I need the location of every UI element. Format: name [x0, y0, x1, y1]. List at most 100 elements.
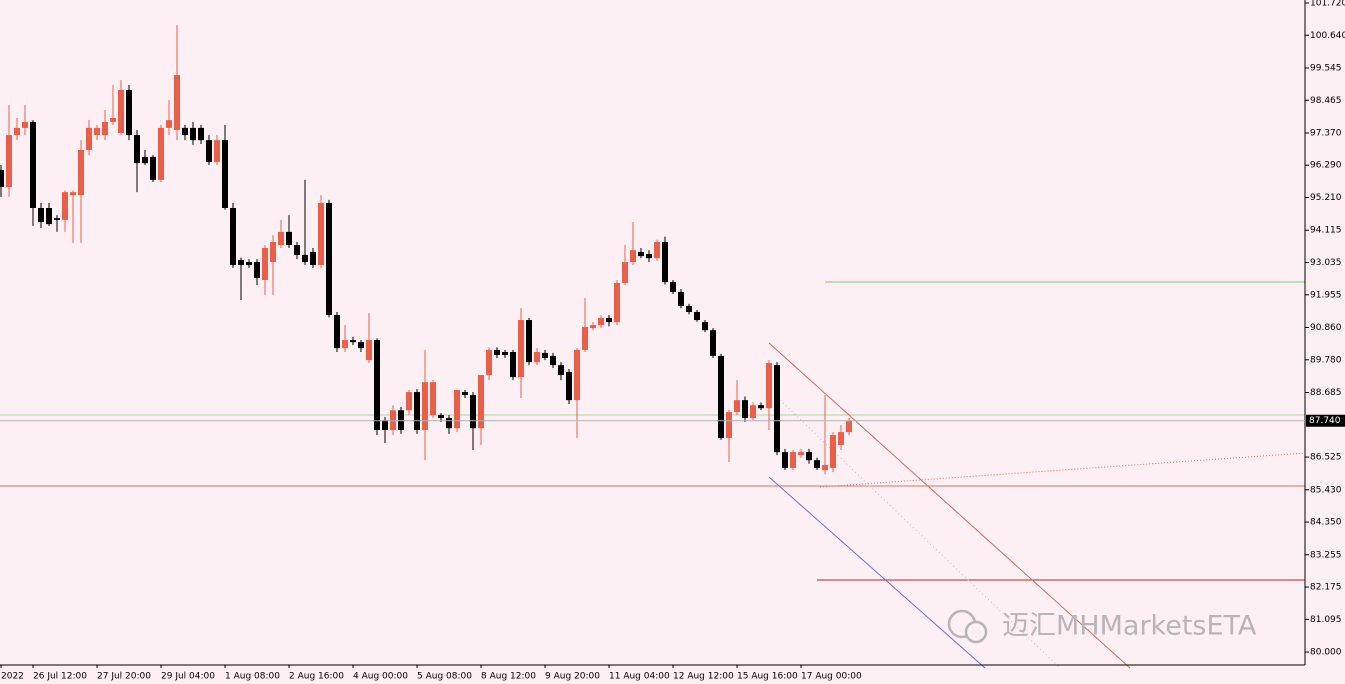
candle-body — [774, 365, 780, 453]
candle-body — [358, 342, 364, 349]
candle-body — [638, 251, 644, 257]
candle-body — [606, 317, 612, 323]
candle-body — [0, 170, 4, 188]
x-tick-label: 11 Aug 04:00 — [609, 672, 670, 682]
candle-body — [374, 340, 380, 431]
candle-body — [270, 242, 276, 263]
candle-body — [318, 202, 324, 266]
y-tick-label: 100.640 — [1310, 31, 1345, 41]
candle-body — [302, 254, 308, 263]
candle-body — [838, 432, 844, 445]
trend-line — [819, 452, 1306, 488]
x-tick-label: 5 Aug 08:00 — [417, 672, 472, 682]
x-tick-label: 9 Aug 20:00 — [545, 672, 600, 682]
y-tick-label: 80.000 — [1310, 648, 1342, 658]
y-tick-label: 81.095 — [1310, 615, 1342, 625]
watermark: 迈汇MHMarketsETA — [947, 609, 1257, 644]
y-tick-label: 101.720 — [1310, 0, 1345, 8]
candle-body — [150, 156, 156, 180]
x-tick-label: 17 Aug 00:00 — [801, 672, 862, 682]
candle-body — [222, 140, 228, 208]
candle-body — [742, 400, 748, 419]
candle-body — [574, 349, 580, 401]
candle-body — [334, 314, 340, 349]
candle-body — [662, 242, 668, 283]
candle-body — [614, 282, 620, 323]
candle-body — [118, 89, 124, 133]
candle-body — [22, 121, 28, 128]
candle-body — [470, 395, 476, 429]
candle-body — [238, 259, 244, 266]
candle-body — [670, 282, 676, 292]
candle-body — [486, 349, 492, 376]
candle-body — [678, 291, 684, 306]
candle-body — [590, 325, 596, 329]
candle-body — [366, 340, 372, 361]
candle-body — [278, 231, 284, 246]
y-tick-label: 89.780 — [1310, 355, 1342, 365]
candle-body — [782, 452, 788, 468]
candle-body — [110, 118, 116, 122]
candle-body — [718, 355, 724, 439]
candle-body — [750, 405, 756, 419]
candle-body — [462, 392, 468, 396]
candle-body — [206, 140, 212, 162]
candle-body — [566, 372, 572, 401]
candle-body — [254, 262, 260, 278]
y-tick-label: 86.525 — [1310, 453, 1342, 463]
candle-body — [518, 320, 524, 378]
candle-body — [694, 311, 700, 321]
candle-body — [158, 127, 164, 180]
candle-body — [398, 410, 404, 431]
y-tick-label: 88.685 — [1310, 388, 1342, 398]
x-tick-label: 12 Aug 12:00 — [673, 672, 734, 682]
candle-body — [558, 365, 564, 376]
candle-body — [310, 251, 316, 266]
last-price-box — [1306, 414, 1345, 427]
y-tick-label: 93.035 — [1310, 258, 1342, 268]
candle-body — [142, 156, 148, 164]
candle-body — [598, 317, 604, 326]
candle-body — [510, 352, 516, 378]
candle-body — [526, 320, 532, 363]
watermark-icon — [964, 620, 988, 644]
x-tick-label: 4 Aug 00:00 — [353, 672, 408, 682]
candle-body — [814, 460, 820, 468]
candle-body — [702, 322, 708, 331]
candle-body — [94, 127, 100, 136]
candle-body — [822, 464, 828, 471]
x-tick-label: 1 Aug 08:00 — [225, 672, 280, 682]
watermark-text: 迈汇MHMarketsETA — [1002, 611, 1257, 642]
y-tick-label: 98.465 — [1310, 96, 1342, 106]
candle-body — [622, 262, 628, 283]
candle-body — [494, 349, 500, 356]
candle-body — [390, 410, 396, 431]
candle-body — [798, 452, 804, 456]
candle-body — [294, 245, 300, 255]
candle-body — [430, 382, 436, 416]
x-tick-label: 2 Aug 16:00 — [289, 672, 344, 682]
candle-body — [382, 420, 388, 431]
y-tick-label: 83.255 — [1310, 550, 1342, 560]
candle-body — [550, 355, 556, 366]
candle-body — [46, 207, 52, 225]
candle-body — [830, 435, 836, 468]
drawings — [0, 281, 1306, 669]
y-tick-label: 97.370 — [1310, 128, 1342, 138]
candle-body — [166, 120, 172, 128]
candle-body — [734, 400, 740, 413]
candle-body — [174, 75, 180, 130]
trend-line — [768, 476, 986, 669]
candle-body — [190, 127, 196, 141]
candle-body — [478, 375, 484, 429]
candle-body — [414, 392, 420, 431]
candle-body — [286, 231, 292, 246]
candle-body — [326, 202, 332, 315]
candle-body — [438, 415, 444, 419]
candle-body — [654, 242, 660, 259]
candle-body — [342, 340, 348, 349]
candle-body — [214, 140, 220, 162]
y-tick-label: 94.115 — [1310, 226, 1342, 236]
candle-body — [766, 363, 772, 409]
candle-body — [78, 150, 84, 196]
